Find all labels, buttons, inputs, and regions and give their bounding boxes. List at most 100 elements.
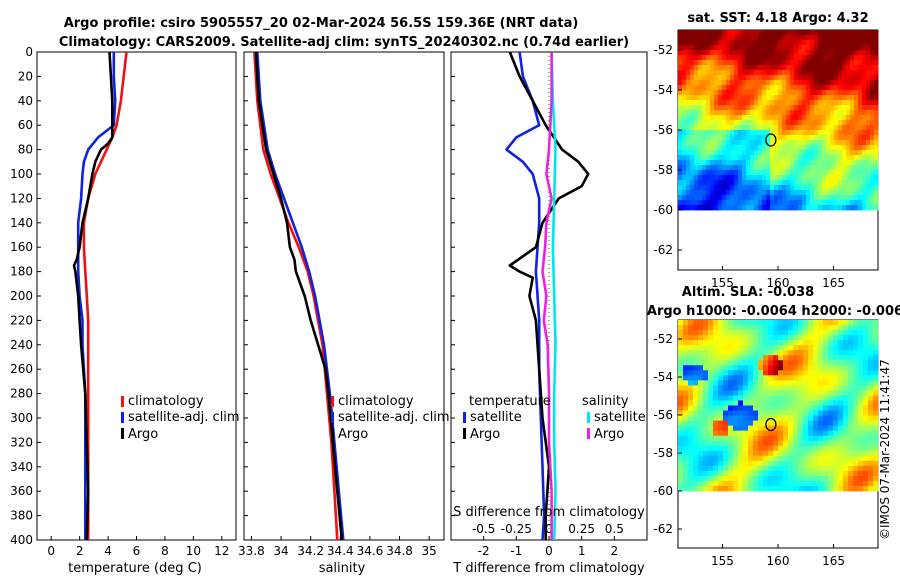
sst-cell	[858, 75, 863, 81]
sla-cell	[833, 355, 839, 361]
sst-cell	[758, 85, 763, 91]
sla-cell	[748, 365, 754, 371]
sla-cell	[698, 370, 704, 376]
sst-cell	[690, 80, 695, 86]
sst-cell	[682, 85, 687, 91]
sst-cell	[802, 80, 807, 86]
sst-cell	[802, 45, 807, 51]
sst-cell	[790, 180, 795, 186]
sst-cell	[846, 200, 851, 206]
sst-cell	[690, 170, 695, 176]
sla-cell	[843, 465, 849, 472]
sla-cell	[753, 440, 759, 447]
sla-cell	[798, 460, 804, 467]
sla-cell	[833, 425, 839, 432]
x-tick-label: -1	[510, 544, 522, 558]
sla-cell	[738, 430, 744, 437]
sla-cell	[678, 420, 684, 427]
sst-cell	[802, 30, 807, 36]
sst-cell	[778, 115, 783, 121]
sst-cell	[810, 95, 815, 101]
sla-cell	[738, 345, 744, 351]
sst-cell	[694, 175, 699, 181]
sst-cell	[770, 185, 775, 191]
sst-cell	[758, 200, 763, 206]
sst-cell	[830, 190, 835, 196]
sst-cell	[798, 175, 803, 181]
sst-cell	[850, 90, 855, 96]
sla-cell	[793, 430, 799, 437]
sst-cell	[854, 115, 859, 121]
sla-cell	[748, 390, 754, 396]
y-tick-label: 380	[10, 509, 33, 523]
sla-cell	[783, 435, 789, 442]
sst-cell	[690, 65, 695, 71]
sla-cell	[848, 400, 854, 406]
sst-cell	[770, 145, 775, 151]
sla-cell	[788, 420, 794, 427]
sla-cell	[778, 430, 784, 437]
y-tick-label: 40	[18, 94, 33, 108]
sst-cell	[706, 105, 711, 111]
sst-cell	[726, 140, 731, 146]
sla-cell	[808, 420, 814, 427]
sst-cell	[782, 90, 787, 96]
sst-cell	[806, 170, 811, 176]
sla-cell	[763, 410, 769, 416]
sla-cell	[848, 445, 854, 452]
sst-cell	[802, 105, 807, 111]
sst-cell	[738, 30, 743, 36]
sst-cell	[830, 40, 835, 46]
sst-cell	[702, 180, 707, 186]
sst-cell	[686, 120, 691, 126]
sla-cell	[763, 350, 769, 356]
sla-cell	[768, 450, 774, 457]
sst-cell	[802, 195, 807, 201]
sla-cell	[678, 380, 684, 386]
sst-cell	[710, 195, 715, 201]
sla-cell	[853, 395, 859, 401]
sst-cell	[754, 40, 759, 46]
sla-cell	[813, 470, 819, 477]
sla-cell	[803, 380, 809, 386]
sla-cell	[773, 340, 779, 346]
sla-cell	[813, 460, 819, 467]
sst-cell	[770, 125, 775, 131]
legend-label-argo: Argo	[128, 427, 158, 442]
sst-cell	[826, 190, 831, 196]
sla-cell	[858, 395, 864, 401]
sla-cell	[718, 400, 724, 406]
sst-cell	[682, 175, 687, 181]
sla-cell	[698, 330, 704, 336]
sla-cell	[798, 450, 804, 457]
sla-cell	[713, 405, 719, 411]
sla-cell	[773, 400, 779, 406]
sla-cell	[763, 370, 769, 376]
sst-cell	[818, 170, 823, 176]
sst-cell	[810, 195, 815, 201]
sst-cell	[874, 50, 879, 56]
sla-cell	[698, 385, 704, 391]
title-line1: Argo profile: csiro 5905557_20 02-Mar-20…	[64, 16, 579, 31]
sla-cell	[803, 485, 809, 492]
sla-cell	[798, 405, 804, 411]
sla-cell	[853, 325, 859, 331]
sla-cell	[678, 465, 684, 472]
sst-cell	[754, 45, 759, 51]
sla-cell	[678, 320, 684, 326]
sla-cell	[683, 465, 689, 472]
sst-cell	[762, 90, 767, 96]
sst-cell	[818, 65, 823, 71]
sst-cell	[742, 205, 747, 211]
sla-cell	[833, 325, 839, 331]
sst-cell	[738, 170, 743, 176]
y-tick-label: 80	[18, 143, 33, 157]
sla-cell	[828, 330, 834, 336]
sst-cell	[734, 65, 739, 71]
sla-cell	[763, 330, 769, 336]
sst-cell	[870, 170, 875, 176]
sla-cell	[848, 370, 854, 376]
sla-cell	[763, 470, 769, 477]
sla-cell	[848, 335, 854, 341]
sla-cell	[753, 420, 759, 427]
